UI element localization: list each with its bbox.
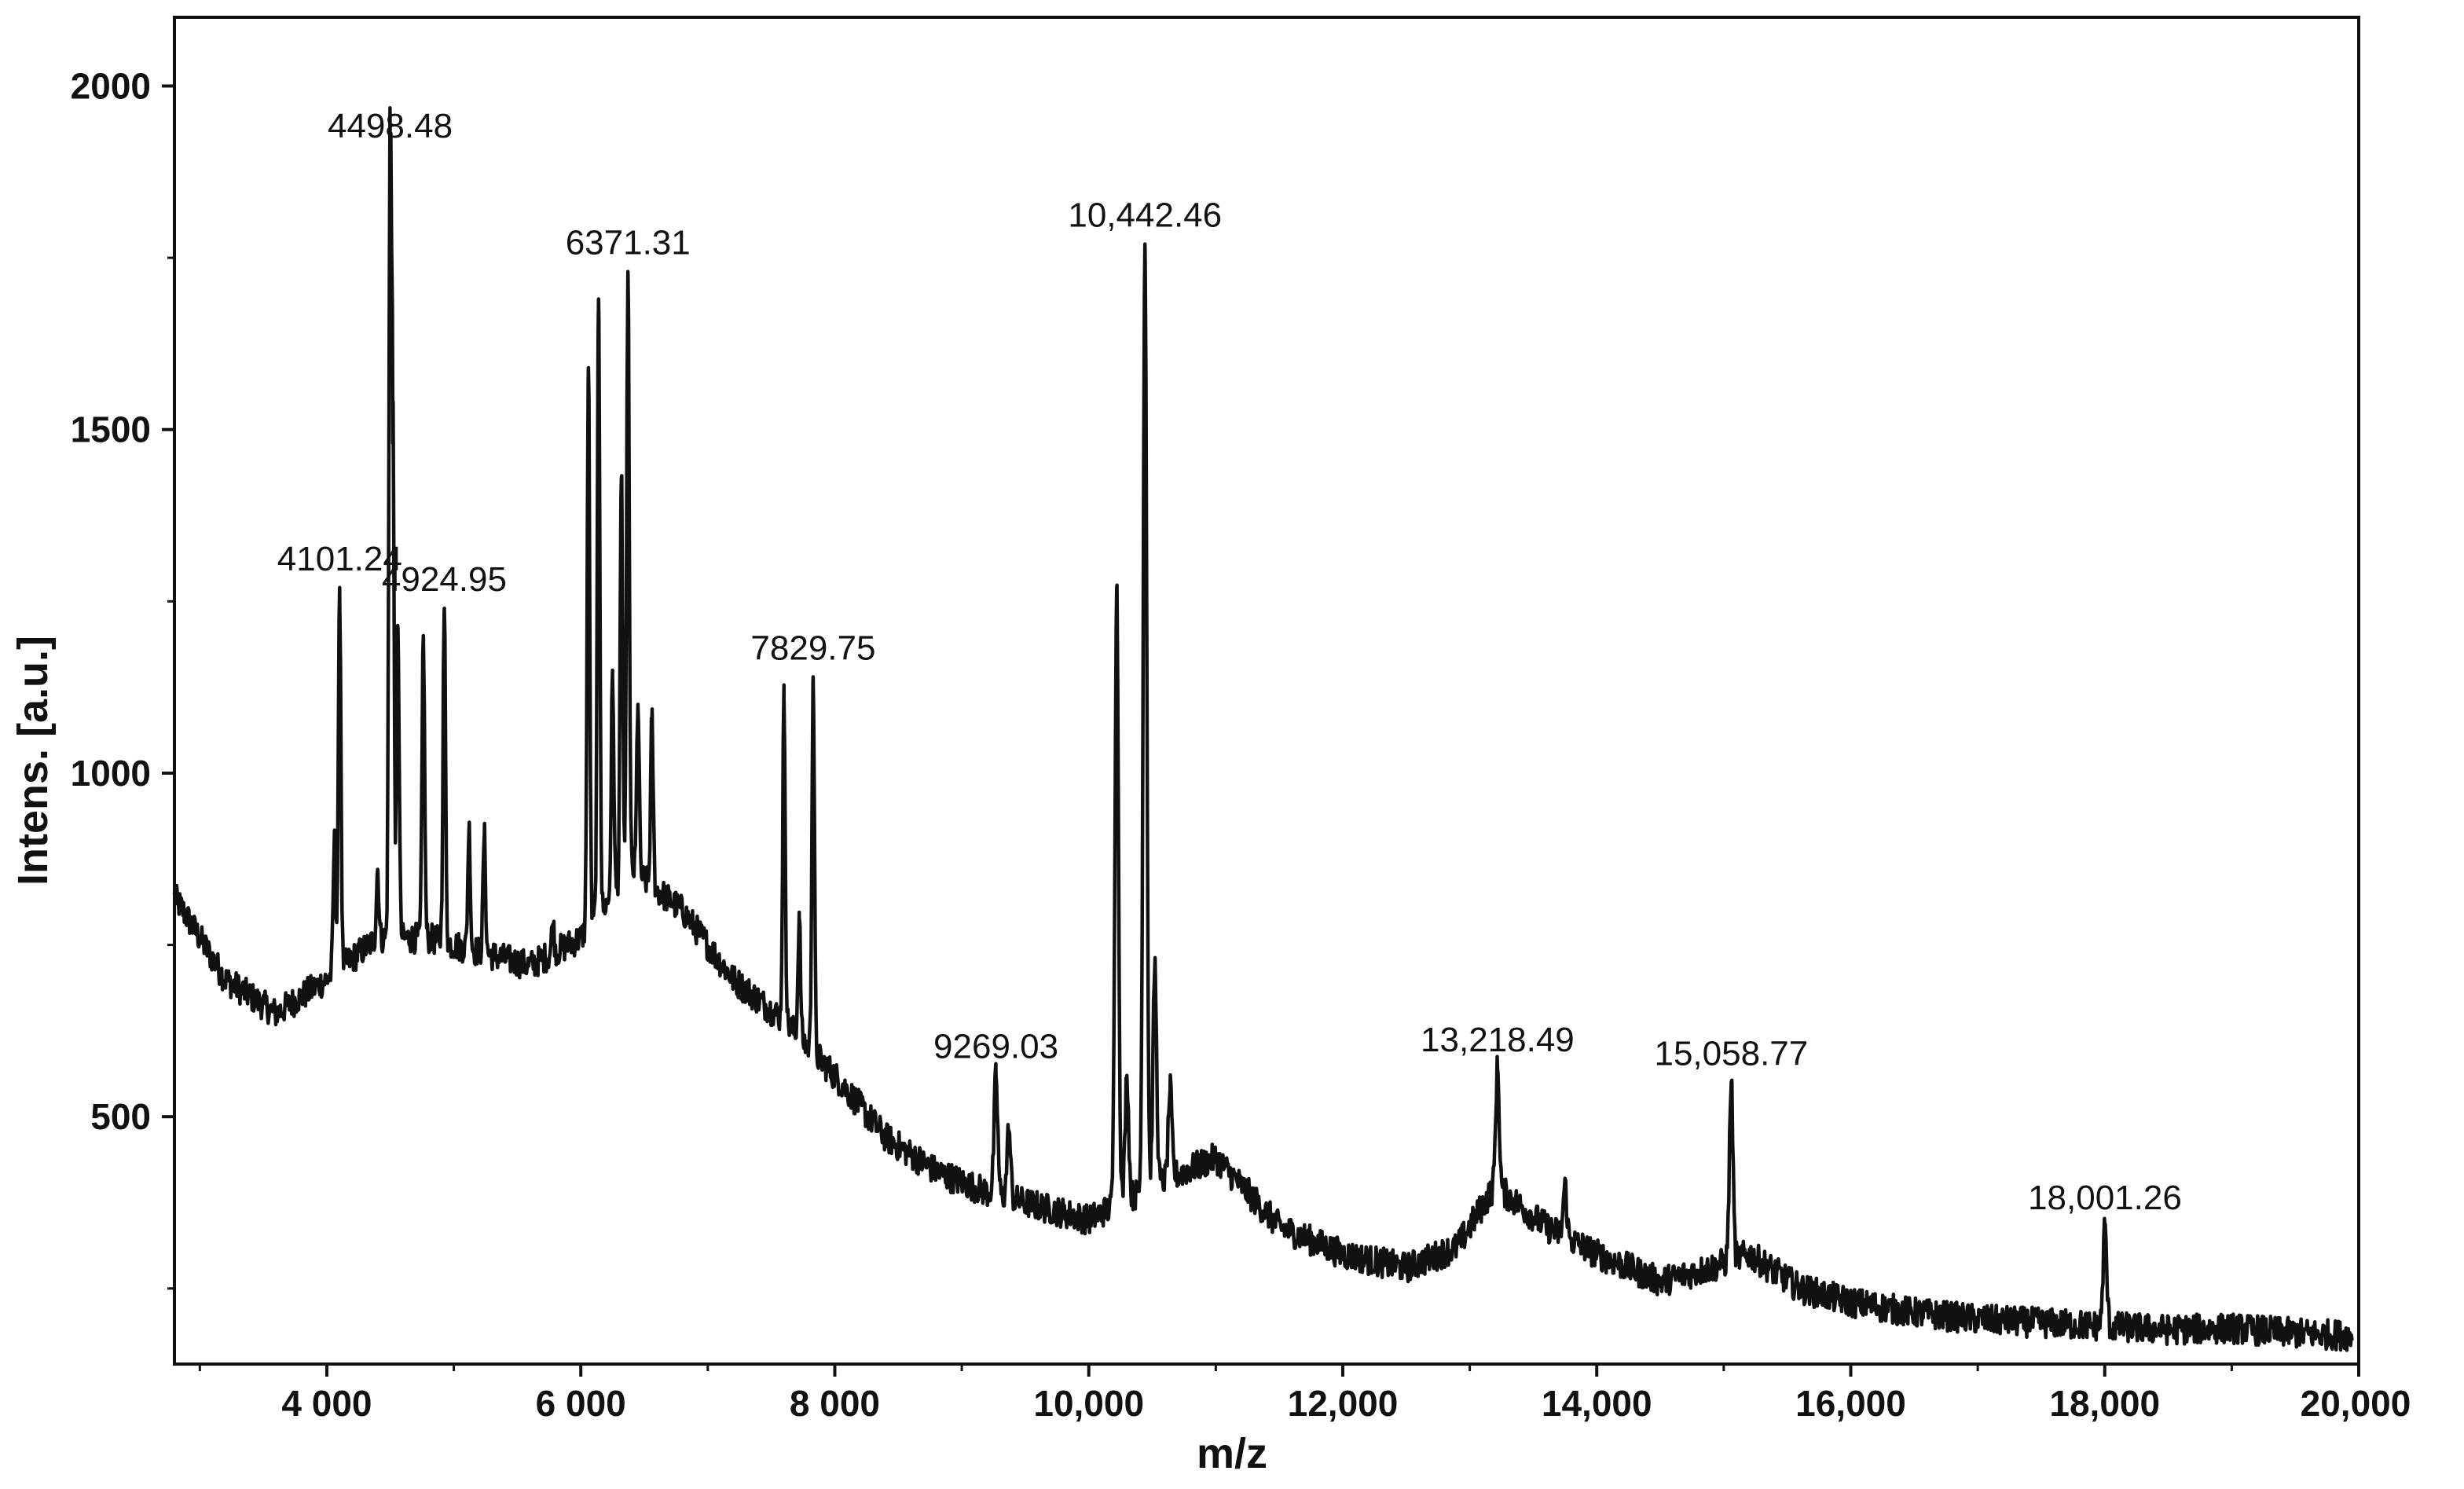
spectrum-trace bbox=[172, 106, 2354, 1352]
peak-label: 6371.31 bbox=[566, 224, 691, 262]
x-axis-title: m/z bbox=[1197, 1430, 1267, 1477]
x-tick-label: 20,000 bbox=[2301, 1383, 2411, 1424]
y-tick-label: 1000 bbox=[71, 753, 151, 794]
peak-label: 15,058.77 bbox=[1654, 1034, 1808, 1073]
plot-frame bbox=[173, 16, 2360, 1366]
x-tick-label: 6 000 bbox=[536, 1383, 626, 1424]
x-tick-label: 4 000 bbox=[281, 1383, 372, 1424]
peak-label: 10,442.46 bbox=[1068, 196, 1222, 235]
peak-label: 4498.48 bbox=[328, 107, 453, 145]
plot-area bbox=[172, 106, 2354, 1352]
x-tick-label: 18,000 bbox=[2049, 1383, 2160, 1424]
peak-label: 7829.75 bbox=[750, 629, 875, 668]
peak-label: 18,001.26 bbox=[2028, 1179, 2182, 1217]
peak-label: 4101.24 bbox=[277, 540, 402, 578]
peak-label: 13,218.49 bbox=[1421, 1021, 1575, 1059]
y-tick-label: 2000 bbox=[71, 65, 151, 106]
axes bbox=[162, 16, 2360, 1377]
x-tick-label: 16,000 bbox=[1795, 1383, 1906, 1424]
y-tick-label: 500 bbox=[90, 1096, 151, 1137]
labels: 4 000 6 000 8 000 10,000 12,000 14,000 16,000 1… bbox=[71, 65, 2411, 1424]
y-tick-label: 1500 bbox=[71, 409, 151, 450]
x-tick-label: 8 000 bbox=[790, 1383, 880, 1424]
x-tick-label: 12,000 bbox=[1288, 1383, 1399, 1424]
y-axis-title: Intens. [a.u.] bbox=[9, 636, 57, 886]
peak-label: 4924.95 bbox=[382, 560, 507, 599]
x-tick-label: 14,000 bbox=[1542, 1383, 1652, 1424]
peak-label: 9269.03 bbox=[933, 1028, 1058, 1066]
x-tick-label: 10,000 bbox=[1033, 1383, 1144, 1424]
